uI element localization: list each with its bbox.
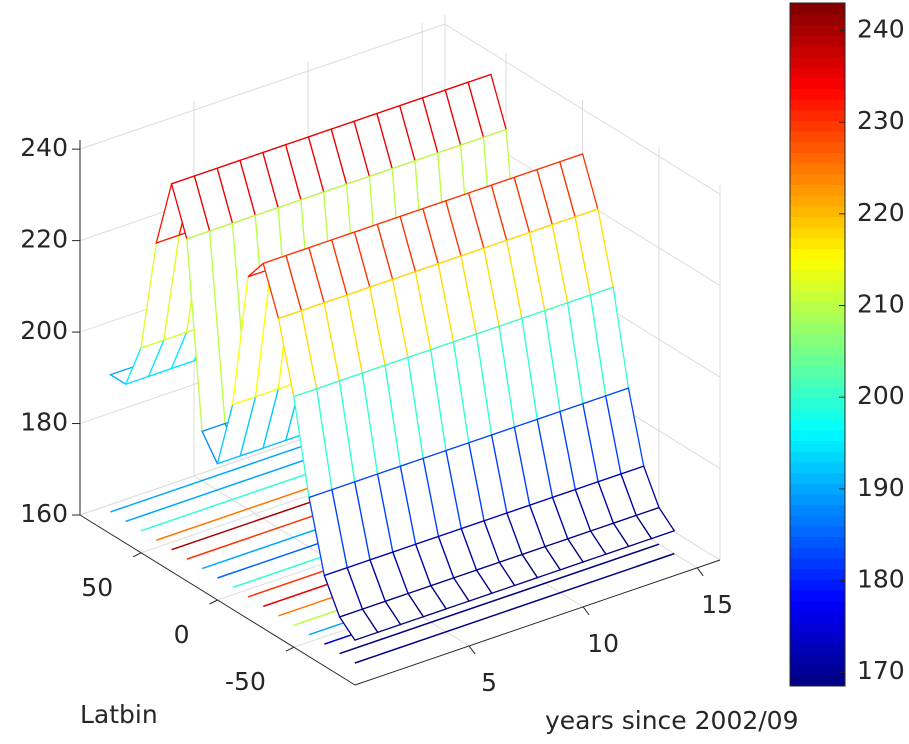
colorbar-tick-label: 190 bbox=[857, 473, 905, 502]
tick-mark bbox=[132, 552, 142, 558]
colorbar-cell bbox=[790, 312, 845, 324]
colorbar-frame bbox=[789, 2, 846, 687]
colorbar-cell bbox=[790, 120, 845, 132]
tick-mark bbox=[582, 606, 590, 616]
colorbar-cell bbox=[790, 547, 845, 559]
colorbar-cell bbox=[790, 259, 845, 271]
floor-contour bbox=[339, 543, 660, 655]
colorbar-cell bbox=[790, 664, 845, 676]
axis-line bbox=[354, 559, 721, 686]
y-axis-label: Latbin bbox=[80, 700, 158, 729]
colorbar-cell bbox=[790, 323, 845, 335]
y-tick-label: 0 bbox=[174, 620, 190, 649]
colorbar-cell bbox=[790, 515, 845, 527]
colorbar-cell bbox=[790, 131, 845, 143]
colorbar-cell bbox=[790, 24, 845, 36]
colorbar-cell bbox=[790, 77, 845, 89]
colorbar-tick-label: 200 bbox=[857, 381, 905, 410]
tick-mark bbox=[285, 646, 295, 652]
colorbar-cell bbox=[790, 109, 845, 121]
colorbar-cell bbox=[790, 632, 845, 644]
colorbar-cell bbox=[790, 483, 845, 495]
colorbar-cell bbox=[790, 280, 845, 292]
axis-line bbox=[79, 514, 356, 686]
tick-mark bbox=[209, 599, 218, 605]
colorbar-cell bbox=[790, 536, 845, 548]
colorbar-cell bbox=[790, 237, 845, 249]
colorbar-cell bbox=[790, 451, 845, 463]
colorbar-cell bbox=[790, 643, 845, 655]
colorbar-cell bbox=[790, 173, 845, 185]
colorbar-cell bbox=[790, 344, 845, 356]
colorbar-cell bbox=[790, 568, 845, 580]
colorbar-cell bbox=[790, 13, 845, 25]
colorbar-cell bbox=[790, 67, 845, 79]
colorbar-cell bbox=[790, 152, 845, 164]
tick-mark bbox=[696, 567, 704, 577]
colorbar-cell bbox=[790, 589, 845, 602]
x-tick-label: 15 bbox=[701, 590, 733, 619]
colorbar-cell bbox=[790, 88, 845, 100]
colorbar-cell bbox=[790, 365, 845, 378]
colorbar-cell bbox=[790, 557, 845, 570]
colorbar-cell bbox=[790, 621, 845, 634]
mesh-cell bbox=[338, 608, 379, 641]
colorbar-tick-label: 210 bbox=[857, 290, 905, 319]
colorbar-cell bbox=[790, 600, 845, 612]
colorbar-cell bbox=[790, 408, 845, 420]
colorbar-tick-label: 240 bbox=[857, 15, 905, 44]
colorbar-cell bbox=[790, 675, 845, 687]
colorbar-cell bbox=[790, 216, 845, 228]
colorbar-cell bbox=[790, 227, 845, 239]
colorbar-cell bbox=[790, 461, 845, 474]
colorbar-cell bbox=[790, 440, 845, 452]
colorbar-cell bbox=[790, 653, 845, 666]
colorbar-tick-label: 220 bbox=[857, 198, 905, 227]
x-axis-label: years since 2002/09 bbox=[545, 706, 799, 735]
colorbar-cell bbox=[790, 184, 845, 196]
y-tick-label: -50 bbox=[225, 667, 266, 696]
colorbar-cell bbox=[790, 579, 845, 591]
colorbar-cell bbox=[790, 301, 845, 313]
z-tick-label: 180 bbox=[20, 408, 68, 437]
colorbar-cell bbox=[790, 504, 845, 516]
z-tick-label: 200 bbox=[20, 316, 68, 345]
colorbar-cell bbox=[790, 163, 845, 175]
colorbar-cell bbox=[790, 493, 845, 506]
floor-contour bbox=[354, 552, 675, 664]
colorbar-cell bbox=[790, 333, 845, 345]
colorbar-cell bbox=[790, 472, 845, 484]
colorbar-cell bbox=[790, 387, 845, 399]
z-tick-label: 160 bbox=[20, 499, 68, 528]
colorbar-cell bbox=[790, 205, 845, 217]
y-tick-label: 50 bbox=[81, 573, 113, 602]
colorbar-cell bbox=[790, 355, 845, 367]
colorbar-cell bbox=[790, 195, 845, 207]
z-tick-label: 220 bbox=[20, 225, 68, 254]
colorbar-cell bbox=[790, 525, 845, 538]
colorbar-cell bbox=[790, 141, 845, 153]
colorbar-cell bbox=[790, 397, 845, 410]
colorbar-cell bbox=[790, 3, 845, 15]
colorbar-tick-label: 230 bbox=[857, 106, 905, 135]
colorbar-cell bbox=[790, 429, 845, 442]
colorbar-cell bbox=[790, 56, 845, 68]
colorbar-cell bbox=[790, 376, 845, 388]
colorbar-cell bbox=[790, 291, 845, 303]
colorbar-cell bbox=[790, 248, 845, 260]
colorbar-cell bbox=[790, 45, 845, 57]
tick-mark bbox=[468, 645, 476, 655]
colorbar-cell bbox=[790, 99, 845, 111]
colorbar-cell bbox=[790, 269, 845, 281]
colorbar-cell bbox=[790, 611, 845, 623]
grid-line bbox=[79, 23, 446, 150]
x-tick-label: 10 bbox=[587, 629, 619, 658]
colorbar-tick-label: 180 bbox=[857, 565, 905, 594]
colorbar-cell bbox=[790, 419, 845, 431]
colorbar-tick-label: 170 bbox=[857, 656, 905, 685]
z-tick-label: 240 bbox=[20, 133, 68, 162]
colorbar-cell bbox=[790, 35, 845, 47]
x-tick-label: 5 bbox=[481, 668, 497, 697]
